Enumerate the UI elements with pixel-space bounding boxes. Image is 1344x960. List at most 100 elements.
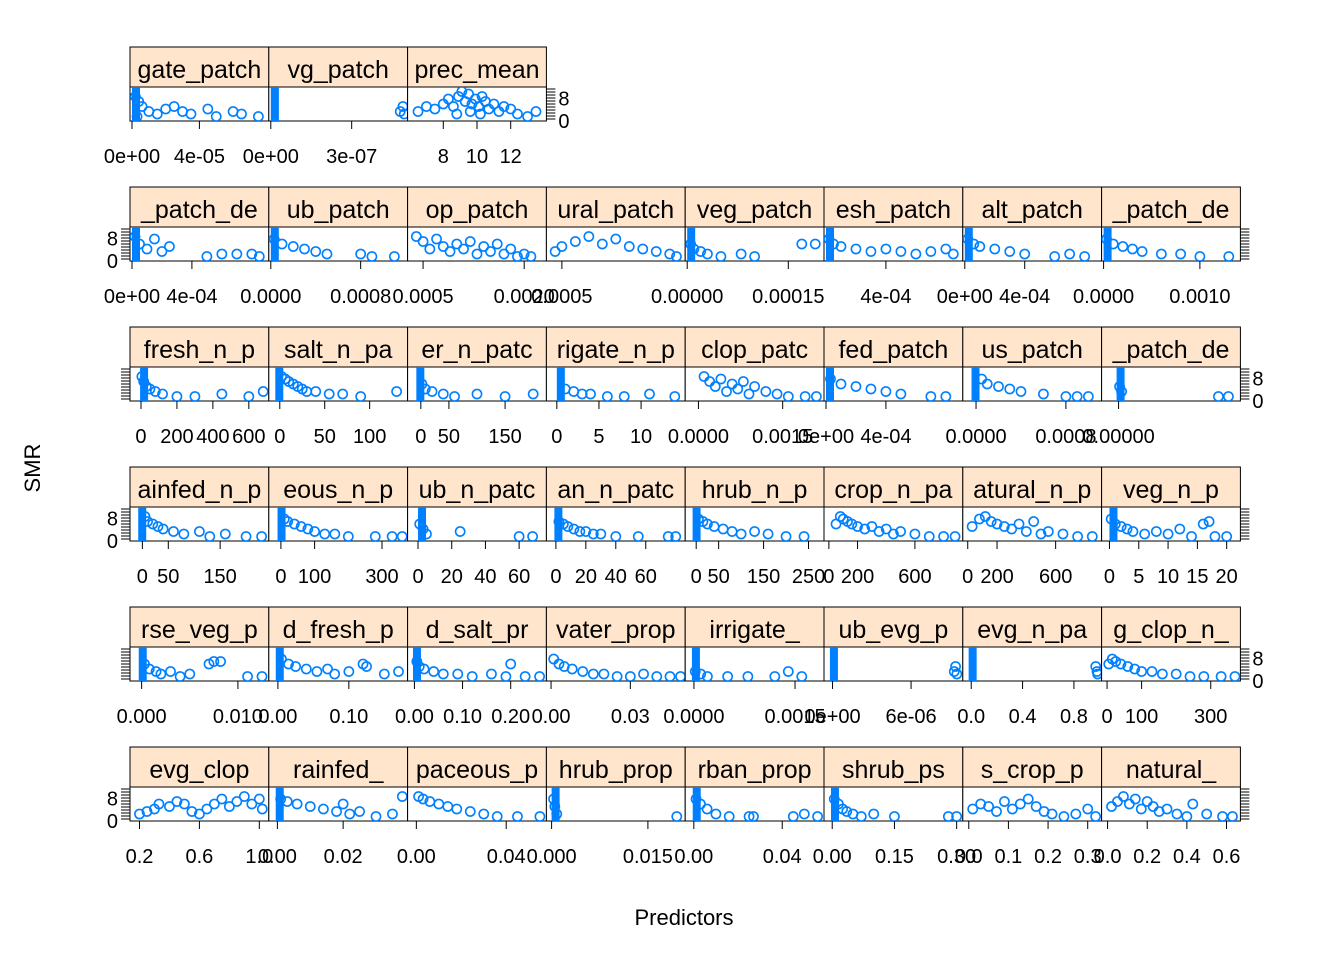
panel: us_patch 0.0000 0.0008 [945,326,1103,448]
data-point [1209,531,1221,541]
panel-points [548,787,683,821]
data-point [512,811,523,821]
panel-plot-area [823,226,964,262]
data-point [951,811,963,821]
data-point [580,526,592,537]
data-point [991,806,1002,817]
data-point [782,666,794,677]
data-point [1161,803,1173,815]
data-point [1187,798,1199,810]
data-point [291,798,303,810]
data-point [216,248,228,260]
data-point [610,233,622,245]
panel-strip-label: ub_patch [287,196,390,224]
y-tick-label: 8 [107,508,118,530]
data-point [299,243,310,255]
panel-plot-area [268,86,409,122]
panel: _patch_de 0e+00 4e-04 [104,186,270,308]
panel: fresh_n_p 0 200 400 600 [129,326,270,448]
panel-strip [129,46,270,88]
data-point [1030,801,1042,812]
data-point [601,391,613,401]
data-point [1127,526,1139,537]
data-point [473,101,485,112]
y-tick-label: 0 [107,811,118,833]
dense-point-cluster [1109,507,1118,541]
data-point [168,526,179,537]
data-point [983,801,994,812]
panel-plot-area [407,786,547,822]
x-tick-label: 3e-07 [326,146,377,168]
x-tick-label: 20 [441,566,463,588]
data-point [1110,656,1122,667]
data-point [168,101,180,112]
data-point [329,668,341,680]
panel-strip-label: hrub_n_p [702,476,808,504]
data-point [1221,531,1233,541]
data-point [304,801,316,812]
data-point [512,108,523,120]
data-point [431,233,442,245]
panel-points [275,787,408,821]
panel-points [1103,653,1241,681]
data-point [522,111,533,121]
x-tick-label: 20 [575,566,597,588]
data-point [910,248,922,260]
panel-points [277,507,408,541]
x-tick-label: 0.04 [487,846,526,868]
data-point [283,658,294,670]
data-point [164,801,175,812]
data-point [859,523,871,535]
data-point [553,658,565,670]
data-point [949,531,961,541]
panel: natural_ 0.0 0.2 0.4 0.6 [1094,746,1241,868]
panel-points [825,367,952,401]
panel: an_n_patc 0 20 40 60 [545,466,686,588]
x-tick-label: 600 [898,566,931,588]
data-point [319,528,331,540]
data-point [1127,243,1138,255]
data-point [880,386,892,397]
panel-strip-label: fresh_n_p [144,336,255,364]
x-tick-label: 0.8 [1060,706,1088,728]
x-tick-label: 5 [593,426,604,448]
data-point [644,388,655,400]
panel-strip-label: veg_n_p [1123,476,1219,504]
data-point [354,806,365,817]
y-tick-label: 0 [1252,391,1263,413]
data-point [223,801,235,812]
data-point [1117,241,1129,252]
y-tick-label: 8 [107,788,118,810]
panel-plot-area [1101,226,1241,262]
data-point [749,381,760,392]
x-tick-label: 300 [365,566,398,588]
panel-strip-label: rigate_n_p [557,336,675,364]
data-point [329,528,341,540]
x-tick-label: 1.0 [245,846,273,868]
x-tick-label: 0.00000 [651,286,723,308]
x-tick-label: 100 [298,566,331,588]
panel-strip [823,606,964,648]
x-tick-label: 4e-04 [860,286,911,308]
panel-points [689,647,808,681]
data-point [925,246,937,257]
data-point [429,103,441,115]
panel-plot-area [268,226,409,262]
data-point [1115,658,1127,670]
data-point [252,111,264,121]
panel-points [411,647,545,681]
data-point [1197,518,1209,530]
data-point [276,653,287,665]
x-tick-label: 12 [500,146,522,168]
data-point [505,658,517,670]
data-point [246,798,258,810]
x-tick-label: 0.2 [1034,846,1062,868]
panel-strip [1101,186,1241,228]
x-tick-label: 200 [841,566,874,588]
data-point [1203,516,1215,527]
panel-strip [268,186,409,228]
data-point [256,671,268,681]
data-point [366,251,378,261]
x-tick-label: 20 [1216,566,1238,588]
data-point [974,513,985,525]
